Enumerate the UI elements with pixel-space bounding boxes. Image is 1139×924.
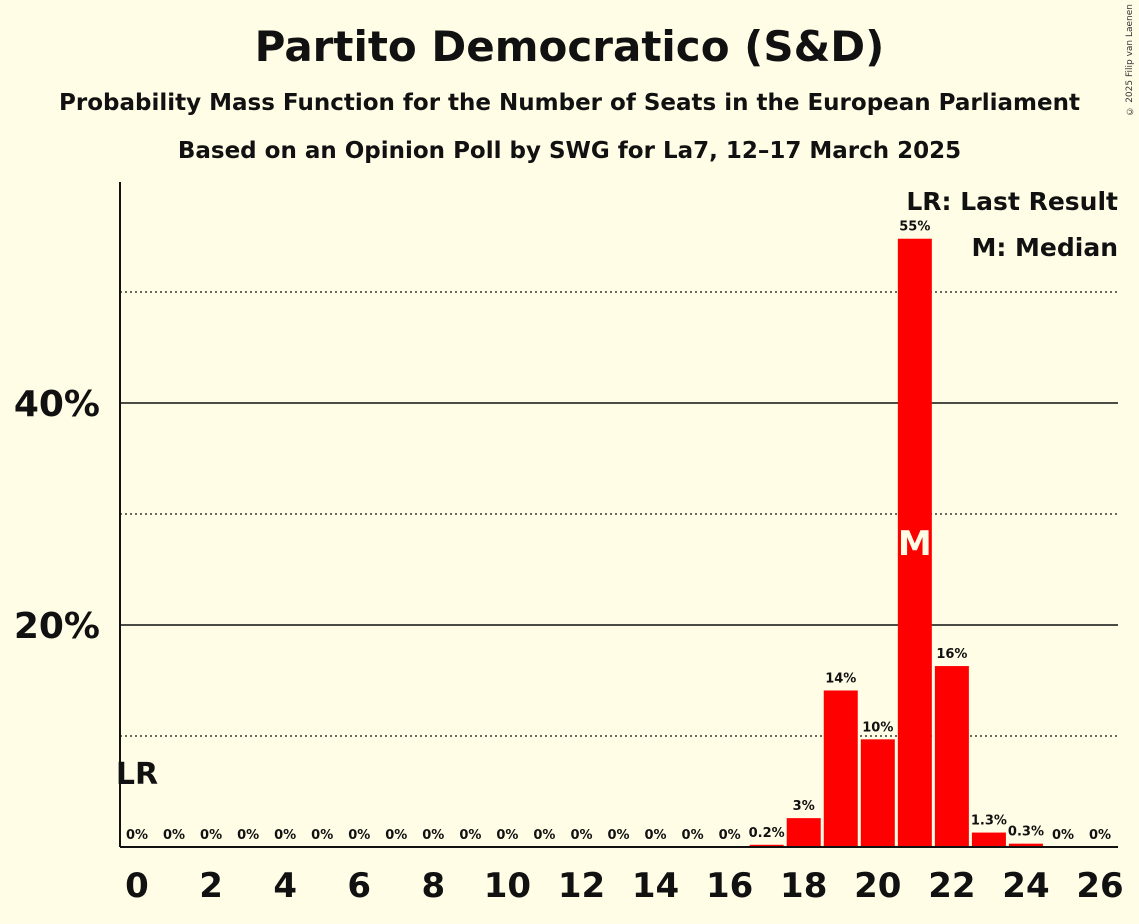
data-label: 0.2% [749,826,785,841]
x-tick-label: 4 [273,866,297,906]
data-label: 1.3% [971,814,1007,829]
bar [823,690,858,847]
bar [860,739,895,847]
bar [934,666,969,847]
x-tick-label: 10 [484,866,531,906]
x-tick-label: 22 [928,866,975,906]
x-tick-label: 8 [421,866,445,906]
data-label: 0% [719,828,741,843]
data-label: 0% [533,828,555,843]
data-label: 0% [348,828,370,843]
chart-subtitle-source: Based on an Opinion Poll by SWG for La7,… [177,138,962,164]
data-label: 0% [682,828,704,843]
bar [749,844,784,847]
x-tick-label: 14 [632,866,679,906]
data-label: 0.3% [1008,825,1044,840]
y-tick-label: 40% [14,384,100,425]
legend-entry: M: Median [971,233,1118,262]
x-tick-label: 2 [199,866,223,906]
x-tick-label: 20 [854,866,901,906]
last-result-marker: LR [116,757,158,792]
data-label: 0% [1052,828,1074,843]
data-label: 0% [385,828,407,843]
data-label: 0% [311,828,333,843]
data-label: 0% [607,828,629,843]
data-label: 0% [422,828,444,843]
data-label: 0% [237,828,259,843]
x-tick-label: 16 [706,866,753,906]
x-tick-label: 24 [1002,866,1049,906]
y-tick-label: 20% [14,606,100,647]
bar [1008,843,1043,847]
data-label: 0% [496,828,518,843]
data-label: 0% [645,828,667,843]
data-label: 14% [825,671,856,686]
data-label: 0% [274,828,296,843]
data-label: 0% [1089,828,1111,843]
data-label: 0% [570,828,592,843]
bar [897,238,932,848]
chart-subtitle: Probability Mass Function for the Number… [59,90,1080,116]
bar [786,818,821,847]
median-marker: M [898,524,932,564]
data-label: 16% [936,647,967,662]
bar [971,832,1006,847]
legend-entry: LR: Last Result [906,187,1118,216]
data-label: 10% [862,720,893,735]
x-tick-label: 0 [125,866,149,906]
data-label: 55% [899,220,930,235]
x-tick-label: 26 [1076,866,1123,906]
data-label: 0% [200,828,222,843]
data-label: 0% [163,828,185,843]
data-label: 0% [126,828,148,843]
chart-title: Partito Democratico (S&D) [254,22,885,71]
data-label: 3% [793,799,815,814]
x-tick-label: 18 [780,866,827,906]
data-label: 0% [459,828,481,843]
x-tick-label: 6 [347,866,371,906]
x-tick-label: 12 [558,866,605,906]
